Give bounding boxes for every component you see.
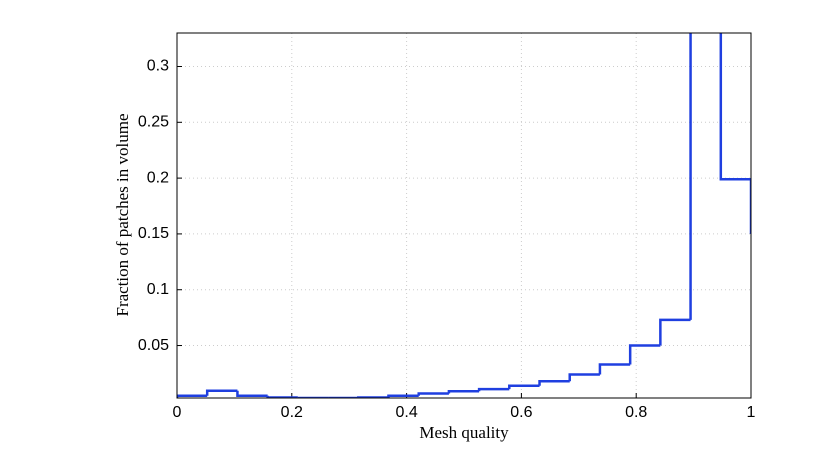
y-axis-label: Fraction of patches in volume [113, 113, 132, 316]
y-tick-label: 0.15 [138, 225, 169, 242]
histogram-step [719, 33, 751, 181]
y-tick-label: 0.3 [147, 58, 169, 75]
histogram-step [568, 373, 600, 382]
histogram-step [266, 395, 298, 398]
histogram-step [417, 392, 449, 396]
histogram-step [598, 363, 631, 375]
histogram-step [205, 389, 238, 396]
y-tick-label: 0.2 [147, 169, 169, 186]
x-axis-label: Mesh quality [419, 423, 509, 442]
histogram-step [689, 33, 692, 320]
histogram-step [387, 394, 419, 398]
x-tick-label: 0.2 [281, 404, 303, 421]
histogram-step [236, 390, 268, 398]
histogram-step [508, 384, 540, 390]
y-tick-label: 0.25 [138, 114, 169, 131]
y-tick-label: 0.05 [138, 337, 169, 354]
histogram-step [538, 380, 570, 386]
axes-box [176, 32, 752, 399]
histogram-step [628, 344, 661, 365]
y-tick-label: 0.1 [147, 281, 169, 298]
x-tick-label: 1 [747, 404, 756, 421]
histogram-step [477, 387, 510, 392]
x-tick-label: 0 [173, 404, 182, 421]
x-tick-label: 0.4 [395, 404, 417, 421]
histogram-step [659, 318, 691, 346]
x-tick-label: 0.6 [510, 404, 532, 421]
histogram-step [447, 390, 480, 394]
x-tick-label: 0.8 [625, 404, 647, 421]
histogram-step [177, 394, 208, 398]
